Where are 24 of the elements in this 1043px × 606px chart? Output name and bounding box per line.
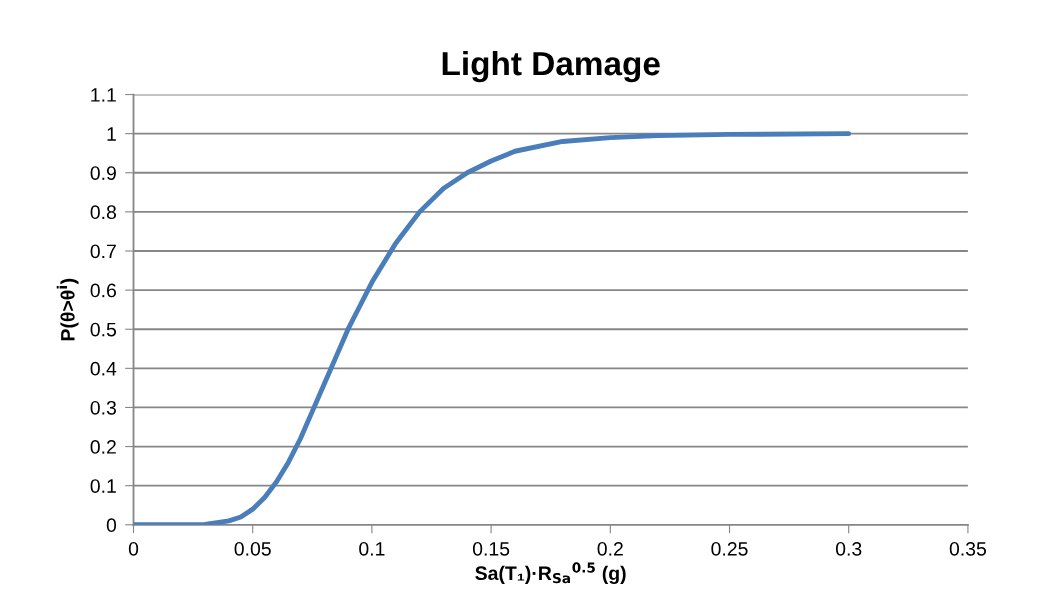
y-tick-label: 0.5	[90, 322, 117, 337]
y-tick-label: 0.8	[90, 205, 116, 220]
y-axis-title: P(θ>θ$^{i}$)	[56, 278, 79, 341]
y-tick-label: 0	[106, 518, 117, 533]
y-tick-label: 1	[107, 127, 116, 141]
y-tick-label: 0.9	[90, 166, 116, 180]
x-tick-label: 0	[128, 541, 139, 556]
y-tick-label: 0.6	[90, 283, 116, 298]
y-tick-label: 0.1	[90, 479, 116, 493]
line-series	[133, 131, 852, 525]
x-tick-label: 0.1	[359, 541, 385, 556]
x-tick-label: 0.35	[949, 541, 987, 556]
x-tick-label: 0.15	[472, 541, 510, 556]
x-tick-label: 0.05	[234, 541, 271, 556]
y-tick-label: 1.1	[91, 88, 116, 102]
chart-title: Light Damage	[442, 50, 660, 83]
y-tick-label: 0.2	[90, 440, 116, 454]
x-axis-title: Sa(T₁)·R$_{Sa}$$^{0.5}$ (g)	[475, 562, 626, 585]
y-tick-label: 0.7	[90, 244, 116, 259]
x-tick-label: 0.2	[597, 541, 623, 556]
x-tick-label: 0.3	[835, 541, 862, 556]
y-tick-label: 0.4	[90, 361, 117, 376]
x-tick-label: 0.25	[711, 541, 748, 556]
y-tick-label: 0.3	[90, 400, 116, 415]
